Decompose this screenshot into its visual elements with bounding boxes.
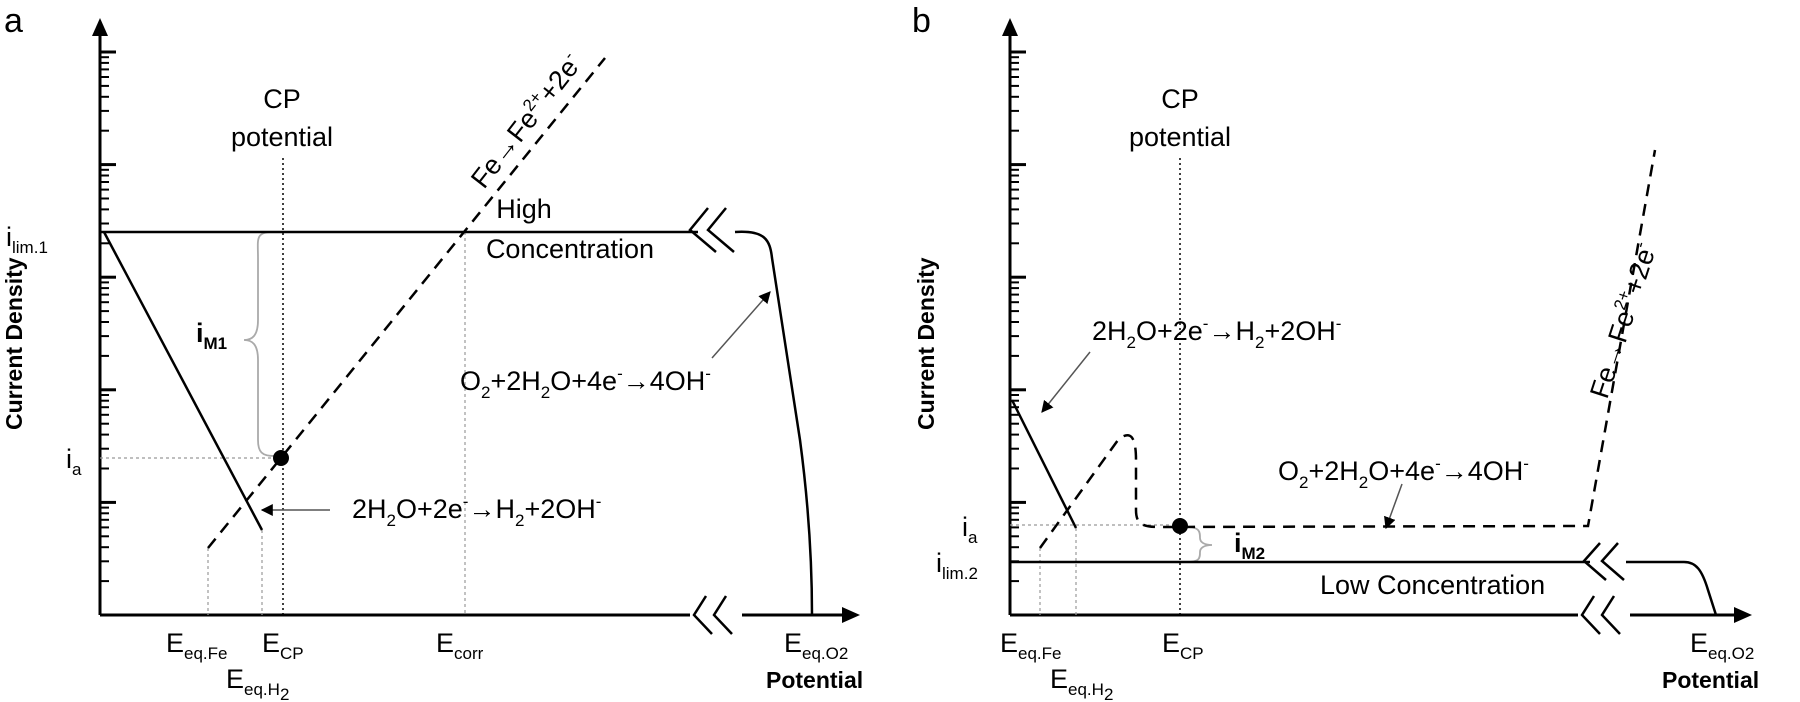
panel-a-e-cp-label: ECP [262,628,304,663]
panel-a-y-axis-title: Current Density [1,257,27,430]
panel-a-plateau-break [688,205,735,257]
panel-a-im1-brace [243,231,275,457]
panel-a-cp-label-line1: CP [263,84,301,114]
panel-b-low-concentration-label: Low Concentration [1320,570,1545,600]
panel-a-o2-equation: O2+2H2O+4e-→4OH- [460,364,711,402]
panel-b: b Current Density Potential CP potential [912,2,1759,702]
panel-a-y-ticks [100,50,116,583]
panel-b-o2-arrow [1384,483,1403,530]
panel-b-im2-label: iM2 [1234,528,1265,563]
panel-b-im2-brace [1185,526,1213,563]
panel-b-o2-reduction-curve [1626,560,1718,616]
panel-b-e-eq-fe-label: Eeq.Fe [1000,628,1062,663]
panel-b-operating-point [1172,518,1188,534]
panel-b-fe-oxidation-curve [1038,149,1657,549]
panel-b-o2-equation: O2+2H2O+4e-→4OH- [1278,454,1529,492]
panel-b-ilim2-label: ilim.2 [936,548,978,583]
panel-a: a Current Density Potential CP potential [1,2,863,702]
panel-a-letter: a [4,2,23,40]
panel-a-x-axis-title: Potential [766,667,863,693]
panel-a-y-axis-arrowhead [92,18,108,36]
panel-b-x-axis-break [1578,590,1630,640]
panel-b-e-eq-h2-label: Eeq.H2 [1050,664,1113,702]
panel-a-x-axis-break [690,590,742,640]
panel-a-o2-arrow [711,291,771,359]
panel-a-e-corr-label: Ecorr [436,628,484,663]
panel-a-x-axis-arrowhead [842,607,860,623]
panel-a-fe-equation: Fe→Fe2++2e- [464,47,588,193]
panel-b-e-eq-o2-label: Eeq.O2 [1690,628,1754,663]
panel-a-operating-point [273,450,289,466]
panel-a-cp-label-line2: potential [231,122,333,152]
panel-b-cp-label-line1: CP [1161,84,1199,114]
panel-a-ia-label: ia [66,444,82,479]
panel-b-y-axis-arrowhead [1002,18,1018,36]
panel-a-high-label: High [496,194,552,224]
panel-b-h2-arrow [1041,351,1091,413]
panel-a-h2-equation: 2H2O+2e-→H2+2OH- [352,492,601,530]
panel-b-ia-label: ia [962,512,978,547]
panel-b-guide-lines [1010,524,1178,615]
panel-a-e-eq-fe-label: Eeq.Fe [166,628,228,663]
panel-b-y-ticks [1010,50,1026,583]
panel-b-cp-label-line2: potential [1129,122,1231,152]
panel-b-plateau-break [1582,540,1626,584]
panel-a-e-eq-o2-label: Eeq.O2 [784,628,848,663]
panel-b-letter: b [912,2,931,40]
panel-b-x-axis-title: Potential [1662,667,1759,693]
panel-b-h2-equation: 2H2O+2e-→H2+2OH- [1092,314,1341,352]
panel-a-h2-evolution-line [102,231,264,531]
panel-a-o2-reduction-curve [734,230,814,616]
panel-a-e-eq-h2-label: Eeq.H2 [226,664,289,702]
panel-a-fe-oxidation-line [207,57,606,549]
panel-a-im1-label: iM1 [196,318,227,353]
panel-a-guide-lines [100,232,466,615]
panel-b-e-cp-label: ECP [1162,628,1204,663]
panel-b-h2-evolution-line [1010,399,1078,529]
panel-a-ilim1-label: ilim.1 [6,222,48,257]
panel-b-fe-equation: Fe→Fe2++2e- [1582,239,1662,402]
panel-a-concentration-label: Concentration [486,234,654,264]
panel-b-x-axis-arrowhead [1734,607,1752,623]
panel-b-y-axis-title: Current Density [913,257,939,430]
